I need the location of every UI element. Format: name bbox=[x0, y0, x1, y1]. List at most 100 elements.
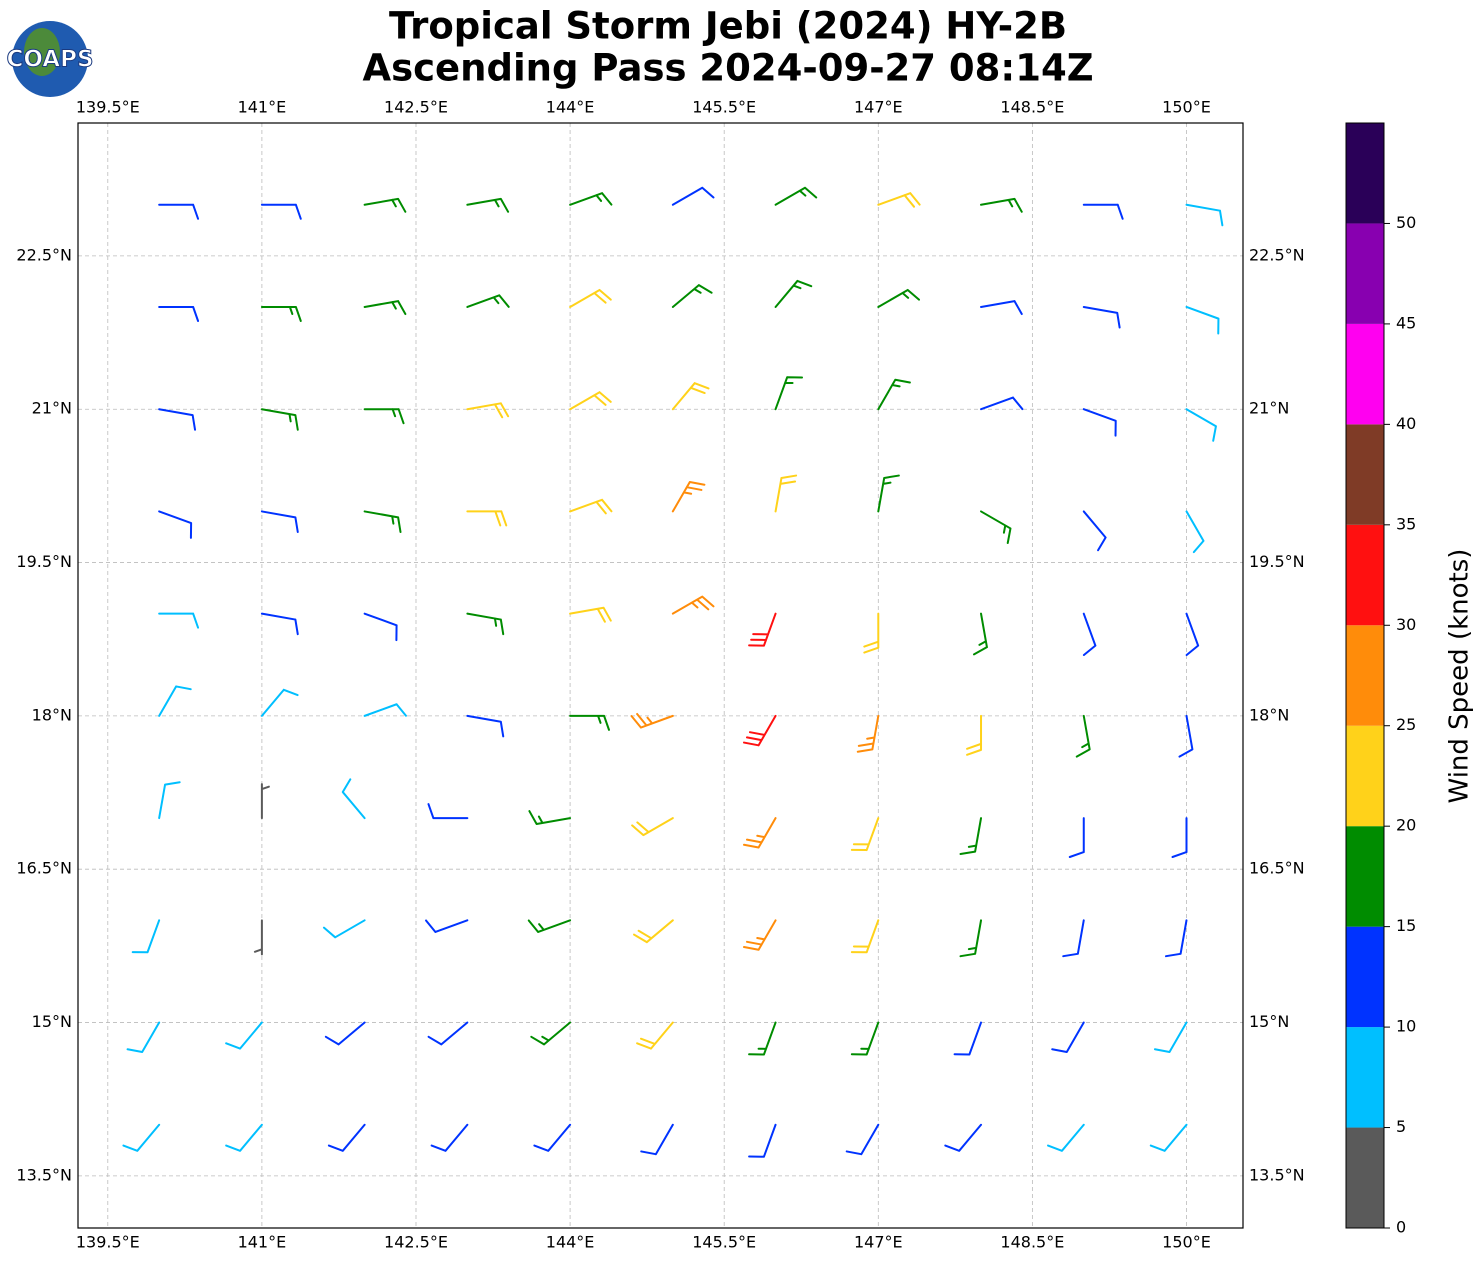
wind-barb bbox=[671, 595, 715, 615]
wind-barb bbox=[856, 714, 880, 753]
y-tick-label: 15°N bbox=[32, 1012, 72, 1031]
wind-barb bbox=[260, 783, 270, 820]
wind-barb bbox=[877, 192, 921, 208]
wind-barb bbox=[1051, 1021, 1085, 1053]
wind-barb bbox=[260, 203, 302, 220]
wind-barb bbox=[633, 919, 674, 944]
wind-barb bbox=[260, 510, 299, 533]
wind-barb bbox=[158, 781, 181, 820]
colorbar-tick-label: 30 bbox=[1396, 615, 1416, 634]
wind-barb bbox=[845, 1123, 880, 1156]
x-tick-label: 139.5°E bbox=[76, 98, 140, 117]
colorbar-tick-label: 20 bbox=[1396, 816, 1416, 835]
wind-barb bbox=[1062, 919, 1085, 958]
colorbar-tick-label: 40 bbox=[1396, 414, 1416, 433]
y-tick-label: 15°N bbox=[1249, 1012, 1289, 1031]
wind-barb bbox=[671, 284, 713, 308]
wind-barb bbox=[1185, 612, 1200, 656]
wind-barb bbox=[363, 408, 405, 425]
wind-barb bbox=[466, 510, 508, 527]
wind-barb bbox=[425, 919, 469, 933]
y-tick-label: 22.5°N bbox=[1249, 245, 1305, 264]
wind-barb bbox=[966, 714, 983, 756]
wind-barb bbox=[748, 612, 777, 647]
wind-barb bbox=[528, 810, 572, 826]
wind-barb bbox=[863, 612, 880, 654]
y-tick-label: 21°N bbox=[1249, 399, 1289, 418]
x-tick-label: 142.5°E bbox=[384, 1233, 448, 1252]
wind-barb bbox=[1149, 1123, 1188, 1152]
wind-barb bbox=[877, 474, 900, 513]
wind-barb bbox=[260, 408, 299, 431]
x-tick-label: 145.5°E bbox=[692, 1233, 756, 1252]
wind-barb bbox=[1075, 714, 1091, 758]
wind-barb bbox=[1082, 305, 1121, 329]
wind-barb bbox=[850, 919, 880, 954]
y-tick-label: 19.5°N bbox=[1249, 552, 1305, 571]
colorbar-segment bbox=[1346, 223, 1384, 324]
wind-barb bbox=[466, 714, 505, 738]
wind-barb bbox=[569, 714, 610, 731]
chart-title: Tropical Storm Jebi (2024) HY-2B bbox=[389, 5, 1067, 48]
x-tick-label: 141°E bbox=[238, 98, 287, 117]
plot-frame bbox=[77, 122, 1244, 1229]
wind-barb bbox=[742, 817, 777, 849]
wind-barb bbox=[1068, 817, 1085, 858]
wind-barb bbox=[1082, 612, 1097, 656]
colorbar-segment bbox=[1346, 625, 1384, 726]
wind-barb bbox=[748, 1123, 777, 1158]
wind-barb bbox=[877, 288, 920, 308]
wind-barb bbox=[742, 919, 777, 951]
colorbar-tick-label: 50 bbox=[1396, 213, 1416, 232]
wind-barb bbox=[466, 197, 510, 213]
colorbar-segment bbox=[1346, 1027, 1384, 1128]
wind-barb bbox=[980, 197, 1023, 213]
wind-barb bbox=[158, 305, 200, 322]
wind-barb bbox=[671, 186, 715, 206]
colorbar-tick-label: 10 bbox=[1396, 1017, 1416, 1036]
wind-barb bbox=[466, 294, 510, 308]
wind-barb bbox=[1171, 817, 1188, 858]
colorbar-segment bbox=[1346, 424, 1384, 525]
x-tick-label: 148.5°E bbox=[1000, 98, 1064, 117]
wind-barb bbox=[569, 192, 613, 206]
wind-barb bbox=[527, 919, 572, 933]
wind-barb bbox=[363, 300, 407, 316]
y-tick-label: 18°N bbox=[32, 705, 72, 724]
x-tick-label: 148.5°E bbox=[1000, 1233, 1064, 1252]
colorbar-tick-label: 0 bbox=[1396, 1218, 1406, 1237]
x-tick-label: 147°E bbox=[854, 98, 903, 117]
colorbar-segment bbox=[1346, 323, 1384, 425]
x-tick-label: 141°E bbox=[238, 1233, 287, 1252]
wind-barb bbox=[1185, 510, 1205, 554]
colorbar-segment bbox=[1346, 1127, 1384, 1228]
wind-barb bbox=[225, 1123, 263, 1152]
wind-barb bbox=[327, 1123, 366, 1152]
colorbar-tick-label: 5 bbox=[1396, 1117, 1406, 1136]
logo-text: COAPS bbox=[6, 47, 93, 73]
wind-barb bbox=[341, 778, 366, 820]
wind-barb bbox=[1082, 408, 1117, 437]
logo-land bbox=[24, 28, 60, 76]
wind-barb bbox=[131, 919, 161, 954]
wind-barb bbox=[158, 203, 200, 220]
wind-barb bbox=[774, 474, 798, 513]
wind-barb bbox=[158, 408, 197, 431]
wind-barb bbox=[636, 1021, 674, 1050]
wind-barb bbox=[427, 803, 469, 820]
wind-barb bbox=[774, 186, 818, 206]
colorbar-tick-label: 25 bbox=[1396, 715, 1416, 734]
wind-barb bbox=[671, 382, 710, 411]
x-tick-label: 139.5°E bbox=[76, 1233, 140, 1252]
colorbar-segment bbox=[1346, 123, 1384, 224]
x-tick-label: 150°E bbox=[1162, 1233, 1211, 1252]
x-tick-label: 144°E bbox=[546, 98, 595, 117]
wind-barb bbox=[569, 606, 612, 623]
wind-barb bbox=[569, 288, 612, 308]
wind-barb bbox=[959, 817, 983, 855]
colorbar-segment bbox=[1346, 524, 1384, 626]
wind-barb bbox=[253, 919, 263, 956]
wind-barb bbox=[671, 480, 706, 513]
